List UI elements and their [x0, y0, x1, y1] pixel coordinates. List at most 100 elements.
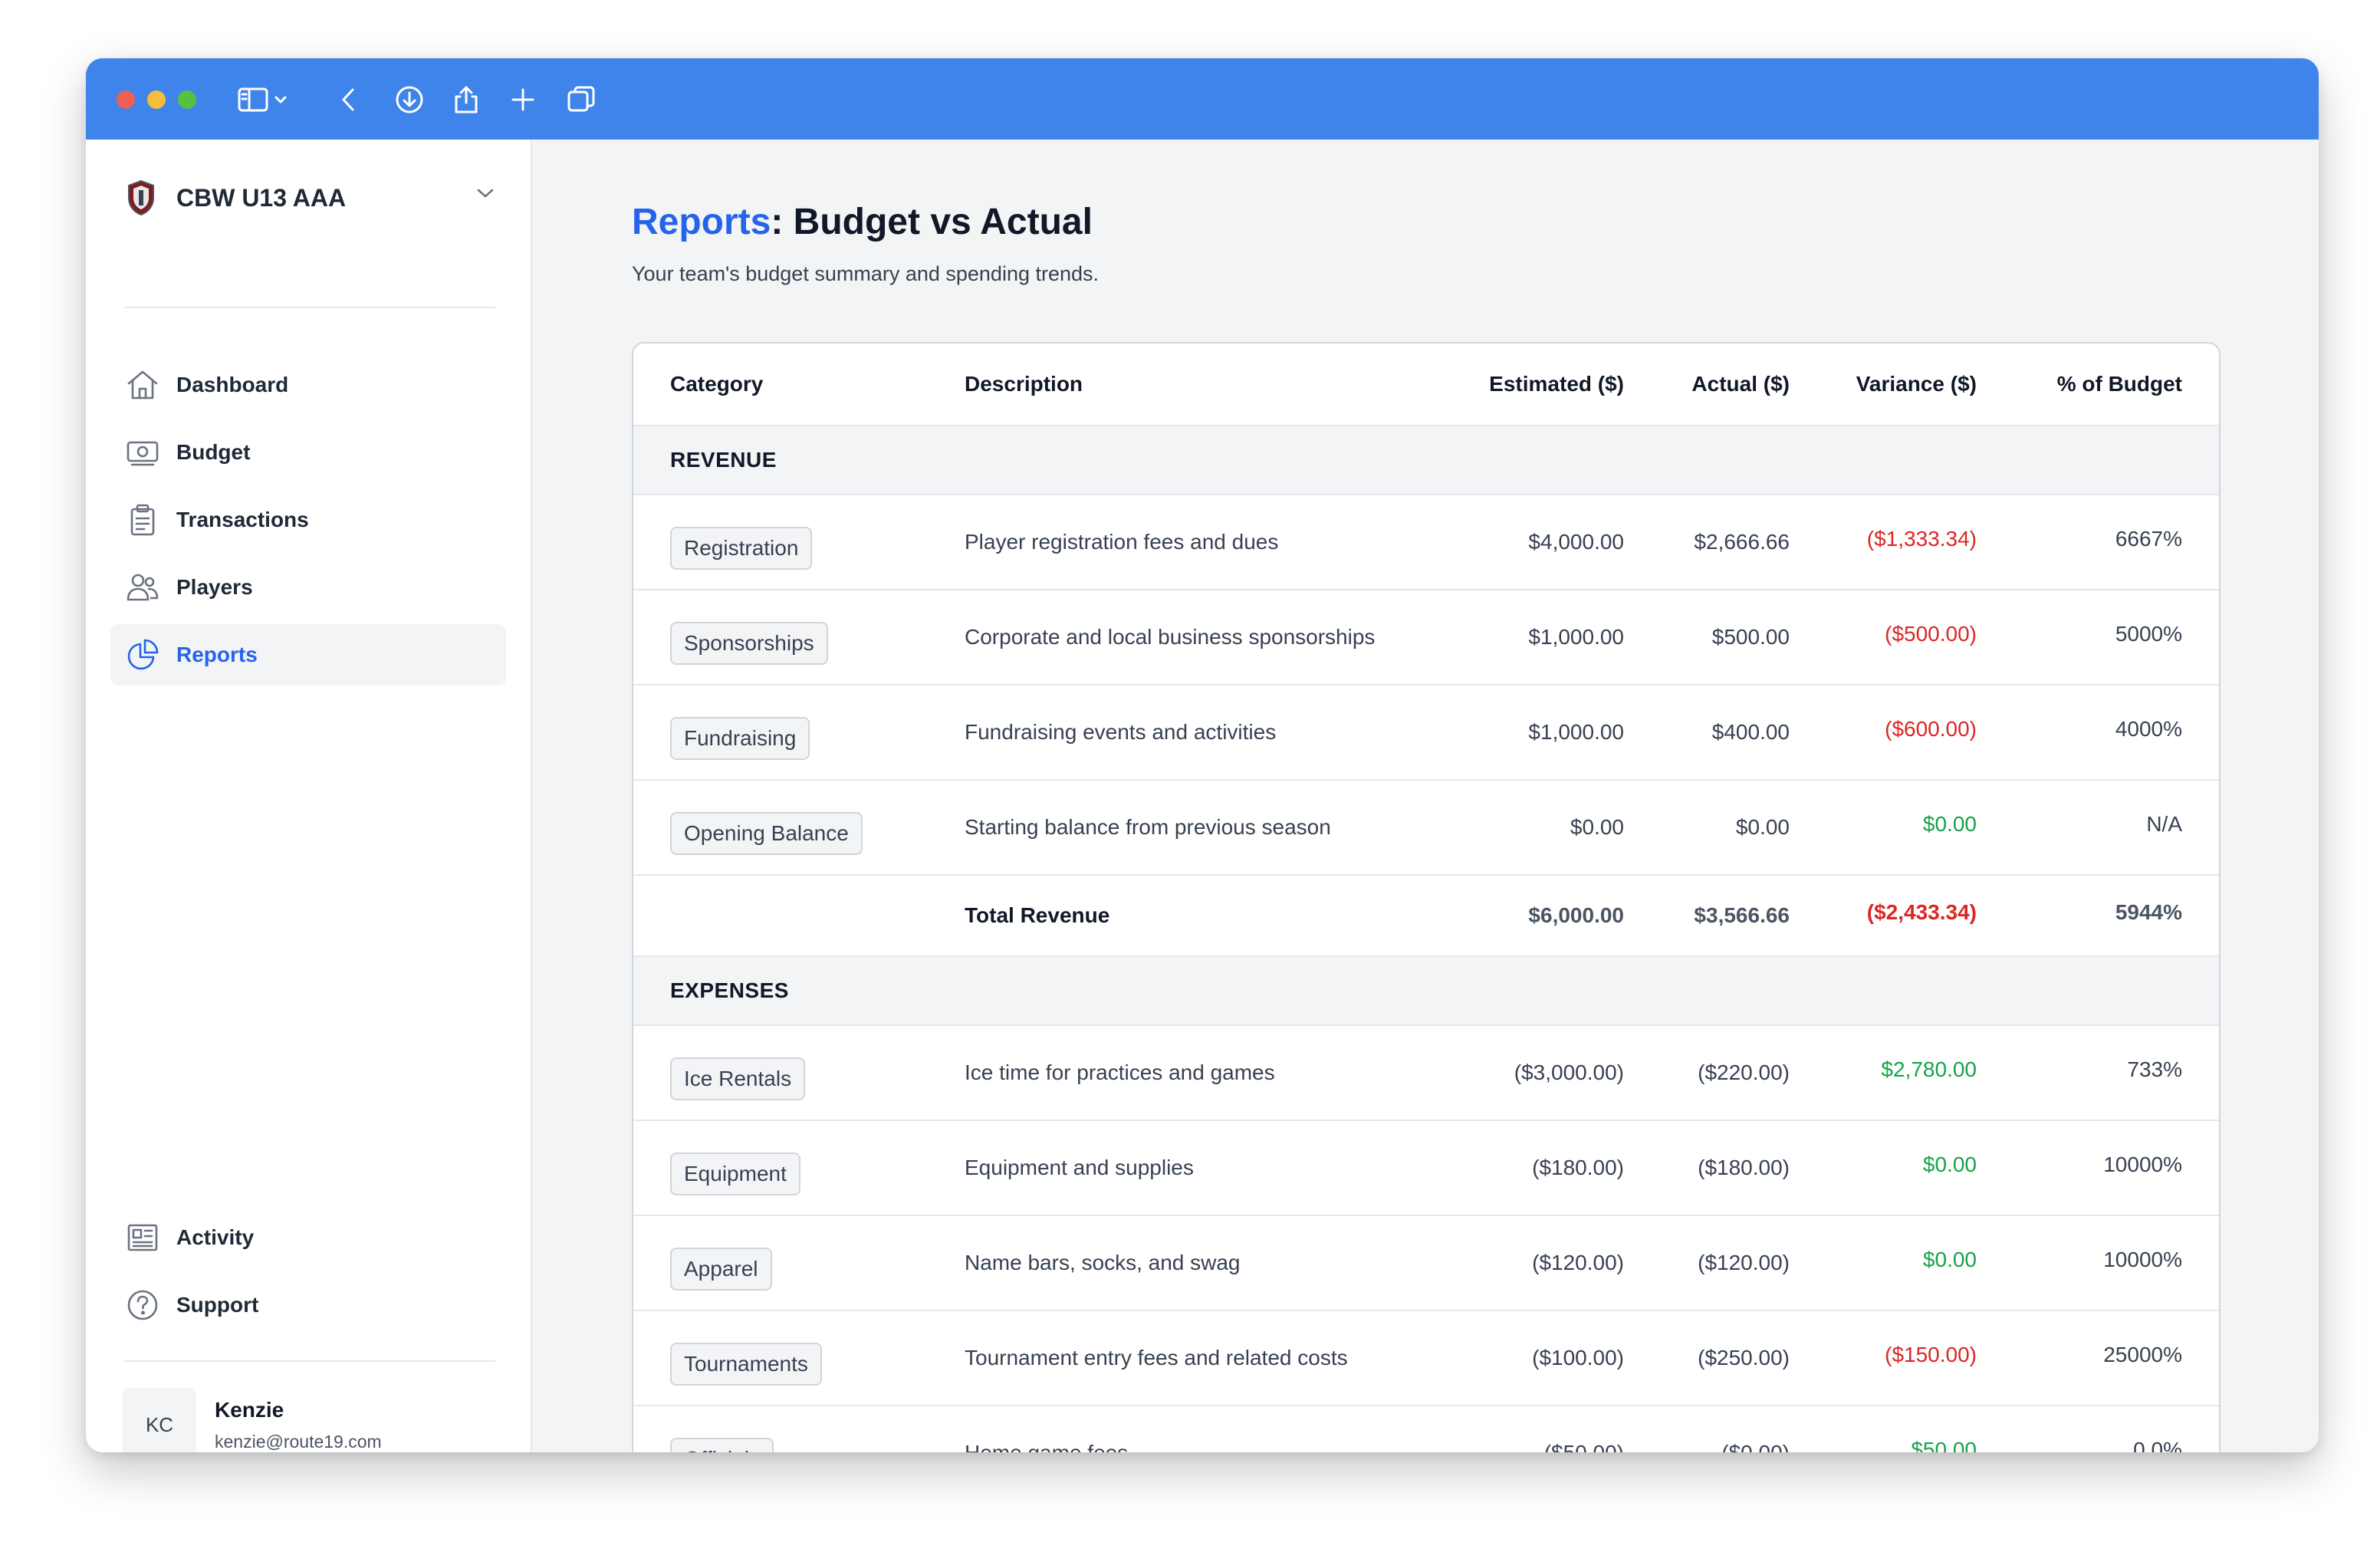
table-header-row: Category Description Estimated ($) Actua…: [633, 344, 2219, 426]
sidebar-item-dashboard[interactable]: Dashboard: [110, 354, 506, 416]
users-icon: [124, 569, 161, 606]
variance-cell: ($600.00): [1885, 717, 1977, 741]
category-tag[interactable]: Equipment: [670, 1152, 800, 1195]
sidebar: CBW U13 AAA Dashboard Budget Transaction…: [86, 140, 532, 1452]
sidebar-item-players[interactable]: Players: [110, 557, 506, 618]
percent-cell: 10000%: [2103, 1248, 2182, 1271]
table-row: Opening Balance Starting balance from pr…: [633, 781, 2219, 876]
sidebar-item-label: Budget: [176, 440, 251, 464]
actual-cell: ($120.00): [1698, 1251, 1790, 1274]
breadcrumb-reports[interactable]: Reports: [632, 202, 771, 242]
percent-cell: 4000%: [2115, 717, 2182, 741]
clipboard-icon: [124, 501, 161, 538]
sidebar-item-label: Reports: [176, 643, 258, 666]
share-icon[interactable]: [449, 83, 483, 117]
category-tag[interactable]: Officials: [670, 1438, 774, 1452]
section-label: EXPENSES: [670, 978, 789, 1002]
total-actual: $3,566.66: [1694, 903, 1790, 927]
description-cell: Corporate and local business sponsorship…: [965, 625, 1376, 649]
team-logo: [124, 178, 158, 218]
user-profile[interactable]: KC Kenzie kenzie@route19.com: [123, 1386, 498, 1452]
page-title-text: : Budget vs Actual: [771, 202, 1093, 242]
pie-chart-icon: [124, 636, 161, 673]
category-tag[interactable]: Apparel: [670, 1248, 772, 1291]
estimated-cell: $1,000.00: [1528, 625, 1624, 649]
column-header-percent: % of Budget: [2056, 372, 2182, 396]
sidebar-item-transactions[interactable]: Transactions: [110, 489, 506, 551]
variance-cell: $0.00: [1922, 1152, 1977, 1176]
estimated-cell: $0.00: [1570, 815, 1624, 839]
table-row: Sponsorships Corporate and local busines…: [633, 590, 2219, 686]
description-cell: Tournament entry fees and related costs: [965, 1346, 1348, 1370]
team-name: CBW U13 AAA: [176, 183, 347, 212]
total-estimated: $6,000.00: [1528, 903, 1624, 927]
section-row-revenue: REVENUE: [633, 426, 2219, 495]
table-row: Fundraising Fundraising events and activ…: [633, 686, 2219, 781]
column-header-variance: Variance ($): [1856, 372, 1977, 396]
variance-cell: ($150.00): [1885, 1343, 1977, 1366]
percent-cell: 0.0%: [2133, 1438, 2182, 1452]
total-percent: 5944%: [2115, 900, 2182, 924]
description-cell: Fundraising events and activities: [965, 720, 1277, 744]
page-subtitle: Your team's budget summary and spending …: [632, 262, 1100, 285]
estimated-cell: ($50.00): [1544, 1441, 1624, 1452]
percent-cell: 733%: [2127, 1057, 2182, 1081]
estimated-cell: ($120.00): [1532, 1251, 1624, 1274]
chevron-down-icon[interactable]: [475, 187, 495, 203]
variance-cell: $0.00: [1922, 1248, 1977, 1271]
description-cell: Player registration fees and dues: [965, 530, 1279, 554]
actual-cell: $0.00: [1735, 815, 1790, 839]
sidebar-item-label: Support: [176, 1293, 259, 1317]
table-row: Officials Home game fees ($50.00) ($0.00…: [633, 1406, 2219, 1452]
sidebar-divider: [124, 307, 495, 308]
column-header-category: Category: [670, 372, 764, 396]
estimated-cell: ($180.00): [1532, 1156, 1624, 1179]
estimated-cell: $1,000.00: [1528, 720, 1624, 744]
column-header-description: Description: [965, 372, 1083, 396]
variance-cell: ($500.00): [1885, 622, 1977, 646]
category-tag[interactable]: Ice Rentals: [670, 1057, 806, 1100]
column-header-actual: Actual ($): [1691, 372, 1790, 396]
sidebar-item-activity[interactable]: Activity: [110, 1207, 506, 1268]
browser-window: CBW U13 AAA Dashboard Budget Transaction…: [86, 58, 2319, 1452]
table-row: Registration Player registration fees an…: [633, 495, 2219, 590]
description-cell: Starting balance from previous season: [965, 815, 1331, 839]
sidebar-item-budget[interactable]: Budget: [110, 422, 506, 483]
estimated-cell: $4,000.00: [1528, 530, 1624, 554]
variance-cell: $0.00: [1922, 812, 1977, 836]
main-content: Reports: Budget vs Actual Your team's bu…: [532, 140, 2319, 1452]
sidebar-item-label: Dashboard: [176, 373, 289, 396]
category-tag[interactable]: Fundraising: [670, 717, 810, 760]
new-tab-icon[interactable]: [506, 83, 540, 117]
category-tag[interactable]: Sponsorships: [670, 622, 828, 665]
category-tag[interactable]: Opening Balance: [670, 812, 863, 855]
total-label: Total Revenue: [965, 903, 1110, 927]
sidebar-item-reports[interactable]: Reports: [110, 624, 506, 686]
actual-cell: $2,666.66: [1694, 530, 1790, 554]
tab-overview-icon[interactable]: [564, 83, 598, 117]
user-email: kenzie@route19.com: [215, 1431, 382, 1452]
variance-cell: $50.00: [1911, 1438, 1977, 1452]
percent-cell: 6667%: [2115, 527, 2182, 551]
percent-cell: 5000%: [2115, 622, 2182, 646]
sidebar-item-label: Transactions: [176, 508, 309, 531]
sidebar-divider: [124, 1360, 495, 1362]
sidebar-item-label: Players: [176, 575, 253, 599]
category-tag[interactable]: Tournaments: [670, 1343, 822, 1386]
close-window-button[interactable]: [117, 90, 135, 109]
chevron-down-icon[interactable]: [270, 83, 291, 117]
total-variance: ($2,433.34): [1866, 900, 1977, 924]
sidebar-toggle-icon[interactable]: [236, 83, 270, 117]
sidebar-item-support[interactable]: Support: [110, 1274, 506, 1336]
zoom-window-button[interactable]: [178, 90, 196, 109]
description-cell: Home game fees: [965, 1441, 1128, 1452]
category-tag[interactable]: Registration: [670, 527, 813, 570]
table-row: Tournaments Tournament entry fees and re…: [633, 1311, 2219, 1406]
download-icon[interactable]: [393, 83, 426, 117]
user-name: Kenzie: [215, 1397, 284, 1422]
back-icon[interactable]: [331, 83, 365, 117]
minimize-window-button[interactable]: [147, 90, 166, 109]
sidebar-item-label: Activity: [176, 1225, 255, 1249]
team-selector[interactable]: CBW U13 AAA: [124, 170, 495, 225]
actual-cell: $500.00: [1711, 625, 1790, 649]
